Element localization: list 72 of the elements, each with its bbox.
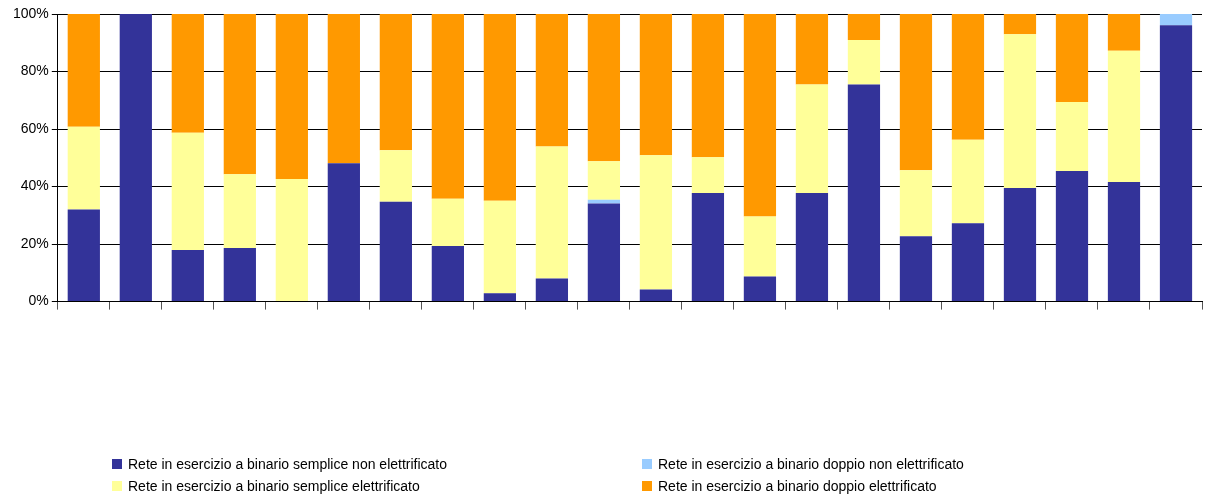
bar: [171, 14, 204, 133]
bar: [223, 174, 256, 249]
bar: [587, 199, 621, 204]
bar: [223, 248, 256, 302]
bar: [379, 150, 412, 202]
bar: [951, 223, 985, 302]
bar: [899, 14, 933, 171]
bar: [119, 14, 152, 302]
bar: [483, 200, 516, 294]
bar: [1055, 171, 1089, 302]
bar: [743, 216, 777, 277]
bar: [743, 14, 777, 217]
bar: [1003, 34, 1037, 188]
y-tick-label: 0%: [28, 292, 49, 309]
bar: [847, 39, 881, 85]
legend-label: Rete in esercizio a binario semplice elettrificato: [128, 478, 420, 494]
bar: [1159, 14, 1193, 26]
bar: [951, 139, 985, 224]
legend-label: Rete in esercizio a binario doppio elettrificato: [658, 478, 937, 494]
bar: [171, 250, 204, 302]
bar: [795, 84, 829, 193]
bar: [639, 155, 673, 290]
bar: [899, 236, 933, 302]
y-tick-label: 40%: [20, 177, 49, 194]
bar: [379, 14, 412, 151]
bar: [691, 14, 725, 158]
bar: [587, 14, 621, 162]
legend-label: Rete in esercizio a binario doppio non elettrificato: [658, 456, 964, 472]
bar: [379, 201, 412, 302]
bar: [587, 161, 621, 200]
bar: [899, 170, 933, 237]
y-tick-label: 60%: [20, 119, 49, 136]
bar: [431, 246, 464, 302]
bar: [1107, 14, 1141, 51]
bar: [535, 146, 569, 279]
y-tick-label: 20%: [20, 234, 49, 251]
bar: [795, 14, 829, 85]
legend-label: Rete in esercizio a binario semplice non elettrificato: [128, 456, 448, 472]
bar: [275, 14, 308, 180]
bar: [951, 14, 985, 140]
y-tick-label: 100%: [12, 4, 49, 21]
bar: [67, 14, 100, 127]
bar: [587, 203, 621, 302]
bar: [483, 14, 516, 201]
bar: [1107, 50, 1141, 182]
bar: [483, 293, 516, 302]
bar: [327, 14, 360, 164]
bar: [275, 179, 308, 302]
bar: [327, 163, 360, 302]
bar: [67, 126, 100, 210]
bar: [691, 157, 725, 193]
bar: [535, 278, 569, 302]
bar: [1003, 188, 1037, 302]
bar: [691, 192, 725, 302]
bar: [639, 289, 673, 302]
bar: [743, 276, 777, 302]
bar: [223, 14, 256, 175]
bar: [1055, 14, 1089, 103]
bar: [535, 14, 569, 147]
y-tick-label: 80%: [20, 62, 49, 79]
bar: [1055, 102, 1089, 172]
bar: [795, 192, 829, 302]
bar: [67, 209, 100, 302]
bar: [1107, 181, 1141, 302]
bar: [431, 14, 464, 199]
bar: [431, 198, 464, 247]
bar: [847, 84, 881, 302]
bar: [847, 14, 881, 40]
bar: [639, 14, 673, 156]
bar: [1003, 14, 1037, 35]
bar: [1159, 25, 1193, 302]
bar: [171, 132, 204, 251]
